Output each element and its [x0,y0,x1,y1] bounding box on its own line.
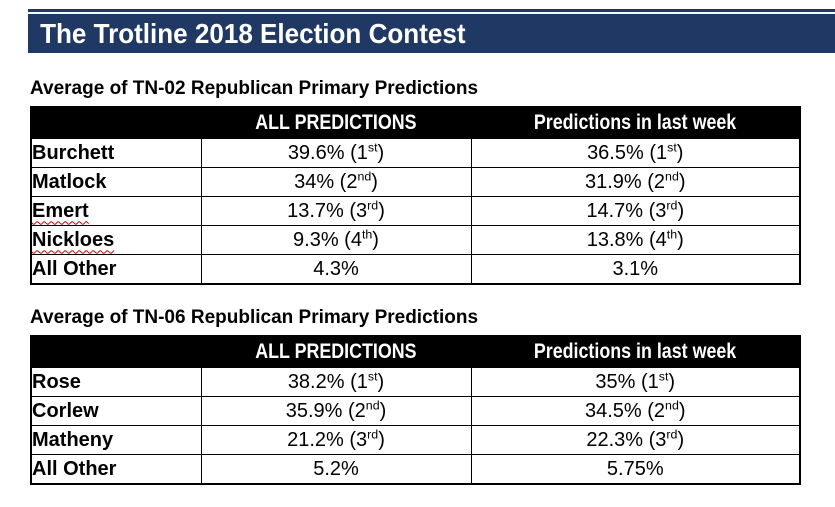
all-predictions-value: 9.3% (4th) [200,225,472,255]
header-cell-all-predictions: ALL PREDICTIONS [200,106,472,139]
last-week-value: 3.1% [470,254,801,285]
candidate-name: All Other [30,454,202,485]
header-cell-name [30,106,202,139]
candidate-name: All Other [30,254,202,285]
all-predictions-value: 4.3% [200,254,472,285]
table-row: All Other 4.3% 3.1% [30,254,801,285]
all-predictions-value: 38.2% (1st) [200,367,472,397]
site-banner: The Trotline 2018 Election Contest [28,14,835,53]
all-predictions-value: 13.7% (3rd) [200,196,472,226]
table-row: Emert 13.7% (3rd) 14.7% (3rd) [30,196,801,226]
last-week-value: 36.5% (1st) [470,138,801,168]
top-accent-line [28,9,835,12]
table-row: Burchett 39.6% (1st) 36.5% (1st) [30,138,801,168]
last-week-value: 5.75% [470,454,801,485]
table-row: Nickloes 9.3% (4th) 13.8% (4th) [30,225,801,255]
all-predictions-value: 5.2% [200,454,472,485]
header-cell-all-predictions: ALL PREDICTIONS [200,335,472,368]
table-row: Corlew 35.9% (2nd) 34.5% (2nd) [30,396,801,426]
table-row: Matheny 21.2% (3rd) 22.3% (3rd) [30,425,801,455]
candidate-name: Corlew [30,396,202,426]
candidate-name: Rose [30,367,202,397]
table-tn02-title: Average of TN-02 Republican Primary Pred… [30,78,479,99]
table-row: Matlock 34% (2nd) 31.9% (2nd) [30,167,801,197]
table-header-row: ALL PREDICTIONS Predictions in last week [30,106,801,139]
table-tn06-title: Average of TN-06 Republican Primary Pred… [30,307,479,328]
table-row: Rose 38.2% (1st) 35% (1st) [30,367,801,397]
banner-title: The Trotline 2018 Election Contest [40,17,466,49]
table-tn02: ALL PREDICTIONS Predictions in last week… [30,106,801,285]
candidate-name: Burchett [30,138,202,168]
table-header-row: ALL PREDICTIONS Predictions in last week [30,335,801,368]
candidate-name: Emert [30,196,202,226]
table-tn06: ALL PREDICTIONS Predictions in last week… [30,335,801,485]
all-predictions-value: 35.9% (2nd) [200,396,472,426]
last-week-value: 34.5% (2nd) [470,396,801,426]
header-cell-name [30,335,202,368]
last-week-value: 22.3% (3rd) [470,425,801,455]
last-week-value: 13.8% (4th) [470,225,801,255]
all-predictions-value: 21.2% (3rd) [200,425,472,455]
last-week-value: 31.9% (2nd) [470,167,801,197]
table-row: All Other 5.2% 5.75% [30,454,801,485]
candidate-name: Nickloes [30,225,202,255]
candidate-name: Matlock [30,167,202,197]
last-week-value: 35% (1st) [470,367,801,397]
last-week-value: 14.7% (3rd) [470,196,801,226]
candidate-name: Matheny [30,425,202,455]
all-predictions-value: 34% (2nd) [200,167,472,197]
all-predictions-value: 39.6% (1st) [200,138,472,168]
header-cell-last-week: Predictions in last week [470,106,801,139]
header-cell-last-week: Predictions in last week [470,335,801,368]
